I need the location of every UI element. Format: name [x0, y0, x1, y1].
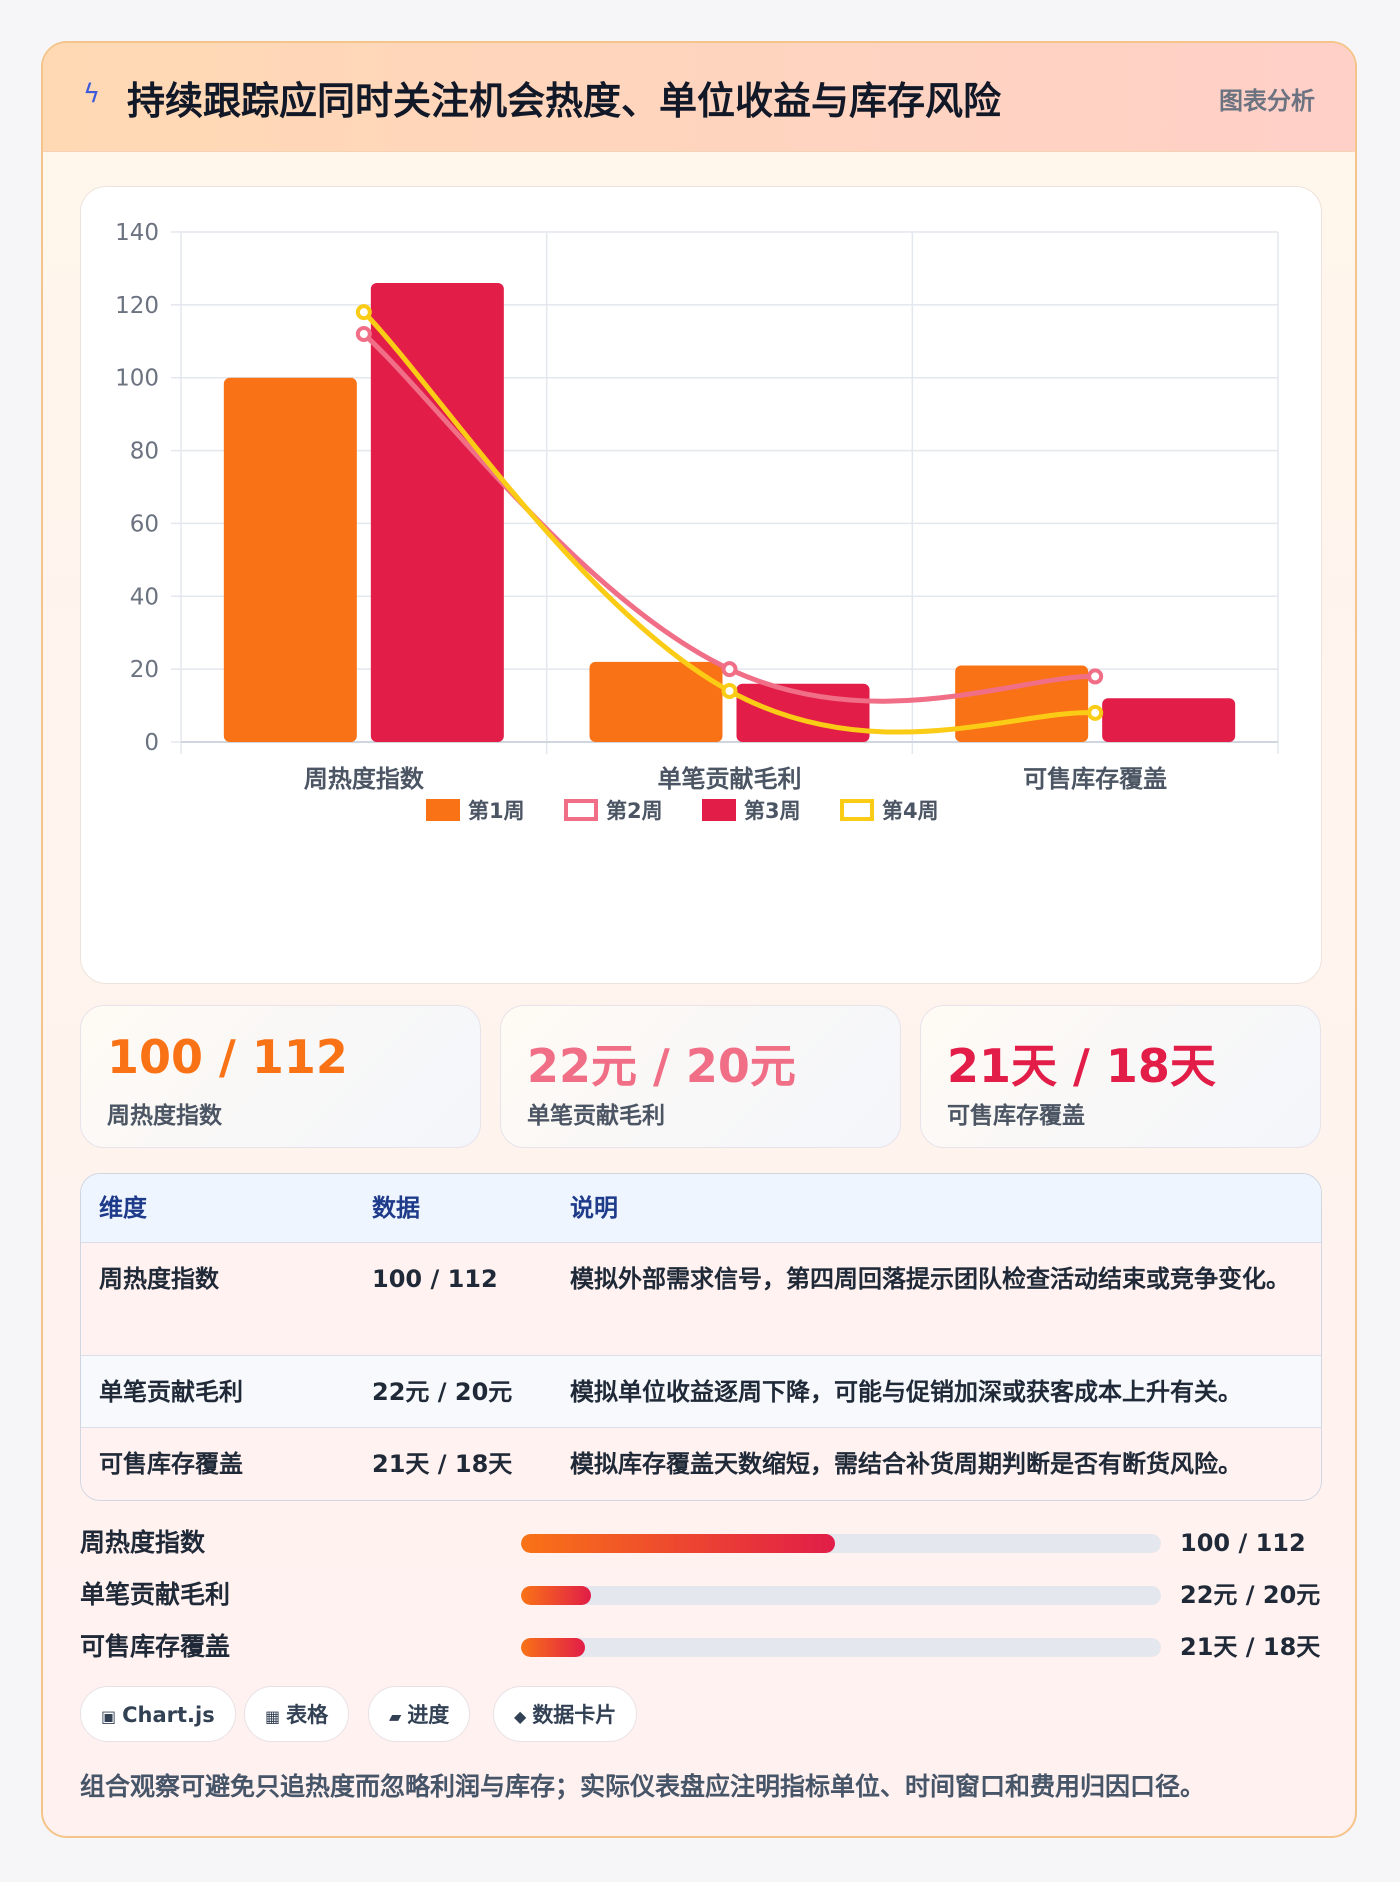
- legend-swatch: [840, 799, 874, 821]
- table-header-cell: 说明: [570, 1194, 618, 1222]
- progress-label: 可售库存覆盖: [80, 1632, 231, 1661]
- table-cell-data: 100 / 112: [372, 1265, 498, 1293]
- kpi-value: 22元 / 20元: [527, 1039, 796, 1093]
- chart-icon: ▣: [101, 1707, 117, 1726]
- table-header-cell: 数据: [372, 1194, 420, 1222]
- line-point: [1087, 668, 1104, 685]
- legend-swatch: [702, 799, 736, 821]
- y-tick-label: 40: [130, 584, 159, 610]
- table-cell-dimension: 周热度指数: [99, 1265, 219, 1293]
- kpi-label: 可售库存覆盖: [947, 1103, 1085, 1129]
- kpi-value: 21天 / 18天: [947, 1039, 1216, 1093]
- bar: [589, 661, 723, 742]
- chip-label: 进度: [407, 1703, 450, 1727]
- line-point: [721, 661, 738, 678]
- data-table: 维度 数据 说明 周热度指数 100 / 112 模拟外部需求信号，第四周回落提…: [80, 1173, 1322, 1501]
- table-row: 单笔贡献毛利 22元 / 20元 模拟单位收益逐周下降，可能与促销加深或获客成本…: [81, 1355, 1321, 1427]
- legend-label: 第3周: [744, 799, 801, 823]
- footer-note: 组合观察可避免只追热度而忽略利润与库存；实际仪表盘应注明指标单位、时间窗口和费用…: [80, 1772, 1206, 1801]
- tag-chips: ▣ Chart.js ▦ 表格 ▰ 进度 ◆ 数据卡片: [80, 1686, 1322, 1744]
- kpi-card-inventory: 21天 / 18天 可售库存覆盖: [920, 1005, 1321, 1148]
- progress-fill: [521, 1586, 592, 1605]
- series-line: [362, 332, 1096, 704]
- progress-track: [521, 1586, 1161, 1605]
- table-cell-dimension: 可售库存覆盖: [99, 1450, 243, 1478]
- progress-label: 单笔贡献毛利: [80, 1580, 231, 1609]
- kpi-card-heat: 100 / 112 周热度指数: [80, 1005, 481, 1148]
- y-tick-label: 0: [144, 730, 159, 756]
- legend-swatch: [426, 799, 460, 821]
- chip-label: 数据卡片: [532, 1703, 617, 1727]
- kpi-label: 单笔贡献毛利: [527, 1103, 665, 1129]
- legend-swatch: [564, 799, 598, 821]
- kpi-value: 100 / 112: [107, 1030, 348, 1084]
- progress-row: 周热度指数 100 / 112: [80, 1523, 1330, 1563]
- x-tick-label: 周热度指数: [304, 765, 425, 793]
- progress-icon: ▰: [389, 1707, 402, 1726]
- diamond-icon: ◆: [514, 1707, 527, 1726]
- table-cell-data: 21天 / 18天: [372, 1450, 513, 1478]
- kpi-card-margin: 22元 / 20元 单笔贡献毛利: [500, 1005, 901, 1148]
- series-line: [362, 310, 1096, 735]
- progress-row: 单笔贡献毛利 22元 / 20元: [80, 1575, 1330, 1615]
- page-title: 持续跟踪应同时关注机会热度、单位收益与库存风险: [127, 79, 1002, 123]
- table-cell-desc: 模拟外部需求信号，第四周回落提示团队检查活动结束或竞争变化。: [570, 1265, 1290, 1293]
- progress-value: 22元 / 20元: [1180, 1581, 1321, 1609]
- table-cell-desc: 模拟单位收益逐周下降，可能与促销加深或获客成本上升有关。: [570, 1378, 1242, 1406]
- kpi-label: 周热度指数: [107, 1103, 222, 1129]
- progress-track: [521, 1638, 1161, 1657]
- y-tick-label: 80: [130, 439, 159, 465]
- y-tick-label: 120: [115, 293, 159, 319]
- table-row: 可售库存覆盖 21天 / 18天 模拟库存覆盖天数缩短，需结合补货周期判断是否有…: [81, 1427, 1321, 1500]
- table-cell-data: 22元 / 20元: [372, 1378, 513, 1406]
- line-point: [355, 326, 372, 342]
- progress-list: 周热度指数 100 / 112 单笔贡献毛利 22元 / 20元 可售库存覆盖 …: [80, 1523, 1330, 1673]
- progress-value: 100 / 112: [1180, 1529, 1306, 1557]
- y-tick-label: 100: [115, 366, 159, 392]
- bar: [1102, 698, 1236, 742]
- y-tick-label: 60: [130, 511, 159, 537]
- legend-label: 第2周: [606, 799, 663, 823]
- table-cell-dimension: 单笔贡献毛利: [99, 1378, 243, 1406]
- chip-progress[interactable]: ▰ 进度: [368, 1686, 471, 1742]
- table-icon: ▦: [265, 1707, 281, 1726]
- chart-panel: 0 20 40 60 80 100 120 140 周热度指数 单笔贡献毛利 可售库存覆盖第1周 第2…: [80, 186, 1322, 984]
- line-point: [1087, 704, 1104, 721]
- y-tick-label: 20: [130, 657, 159, 683]
- chip-label: Chart.js: [122, 1703, 215, 1727]
- table-header-row: 维度 数据 说明: [81, 1174, 1321, 1242]
- line-point: [721, 683, 738, 699]
- lightning-icon: ϟ: [83, 79, 101, 109]
- progress-row: 可售库存覆盖 21天 / 18天: [80, 1627, 1330, 1667]
- chip-data-cards[interactable]: ◆ 数据卡片: [493, 1686, 638, 1742]
- table-row: 周热度指数 100 / 112 模拟外部需求信号，第四周回落提示团队检查活动结束…: [81, 1242, 1321, 1355]
- kpi-cards: 100 / 112 周热度指数 22元 / 20元 单笔贡献毛利 21天 / 1…: [80, 1005, 1322, 1150]
- chart-analysis-tag: 图表分析: [1219, 87, 1315, 115]
- chip-label: 表格: [286, 1703, 329, 1727]
- progress-track: [521, 1534, 1161, 1553]
- x-tick-label: 单笔贡献毛利: [658, 765, 802, 793]
- bar: [223, 377, 357, 742]
- table-cell-desc: 模拟库存覆盖天数缩短，需结合补货周期判断是否有断货风险。: [570, 1450, 1242, 1478]
- table-header-cell: 维度: [99, 1194, 147, 1222]
- legend-label: 第1周: [468, 799, 525, 823]
- x-tick-label: 可售库存覆盖: [1023, 765, 1167, 793]
- card-header: ϟ 持续跟踪应同时关注机会热度、单位收益与库存风险 图表分析: [43, 43, 1355, 152]
- progress-fill: [521, 1534, 835, 1553]
- legend-label: 第4周: [882, 799, 939, 823]
- progress-label: 周热度指数: [80, 1528, 206, 1557]
- chip-table[interactable]: ▦ 表格: [244, 1686, 350, 1742]
- bar: [370, 283, 504, 742]
- chip-chartjs[interactable]: ▣ Chart.js: [80, 1686, 236, 1742]
- line-point: [355, 304, 372, 321]
- progress-value: 21天 / 18天: [1180, 1633, 1321, 1661]
- dashboard-card: ϟ 持续跟踪应同时关注机会热度、单位收益与库存风险 图表分析 0 20 40 60 80…: [41, 41, 1357, 1838]
- y-tick-label: 140: [115, 220, 159, 246]
- progress-fill: [521, 1638, 585, 1657]
